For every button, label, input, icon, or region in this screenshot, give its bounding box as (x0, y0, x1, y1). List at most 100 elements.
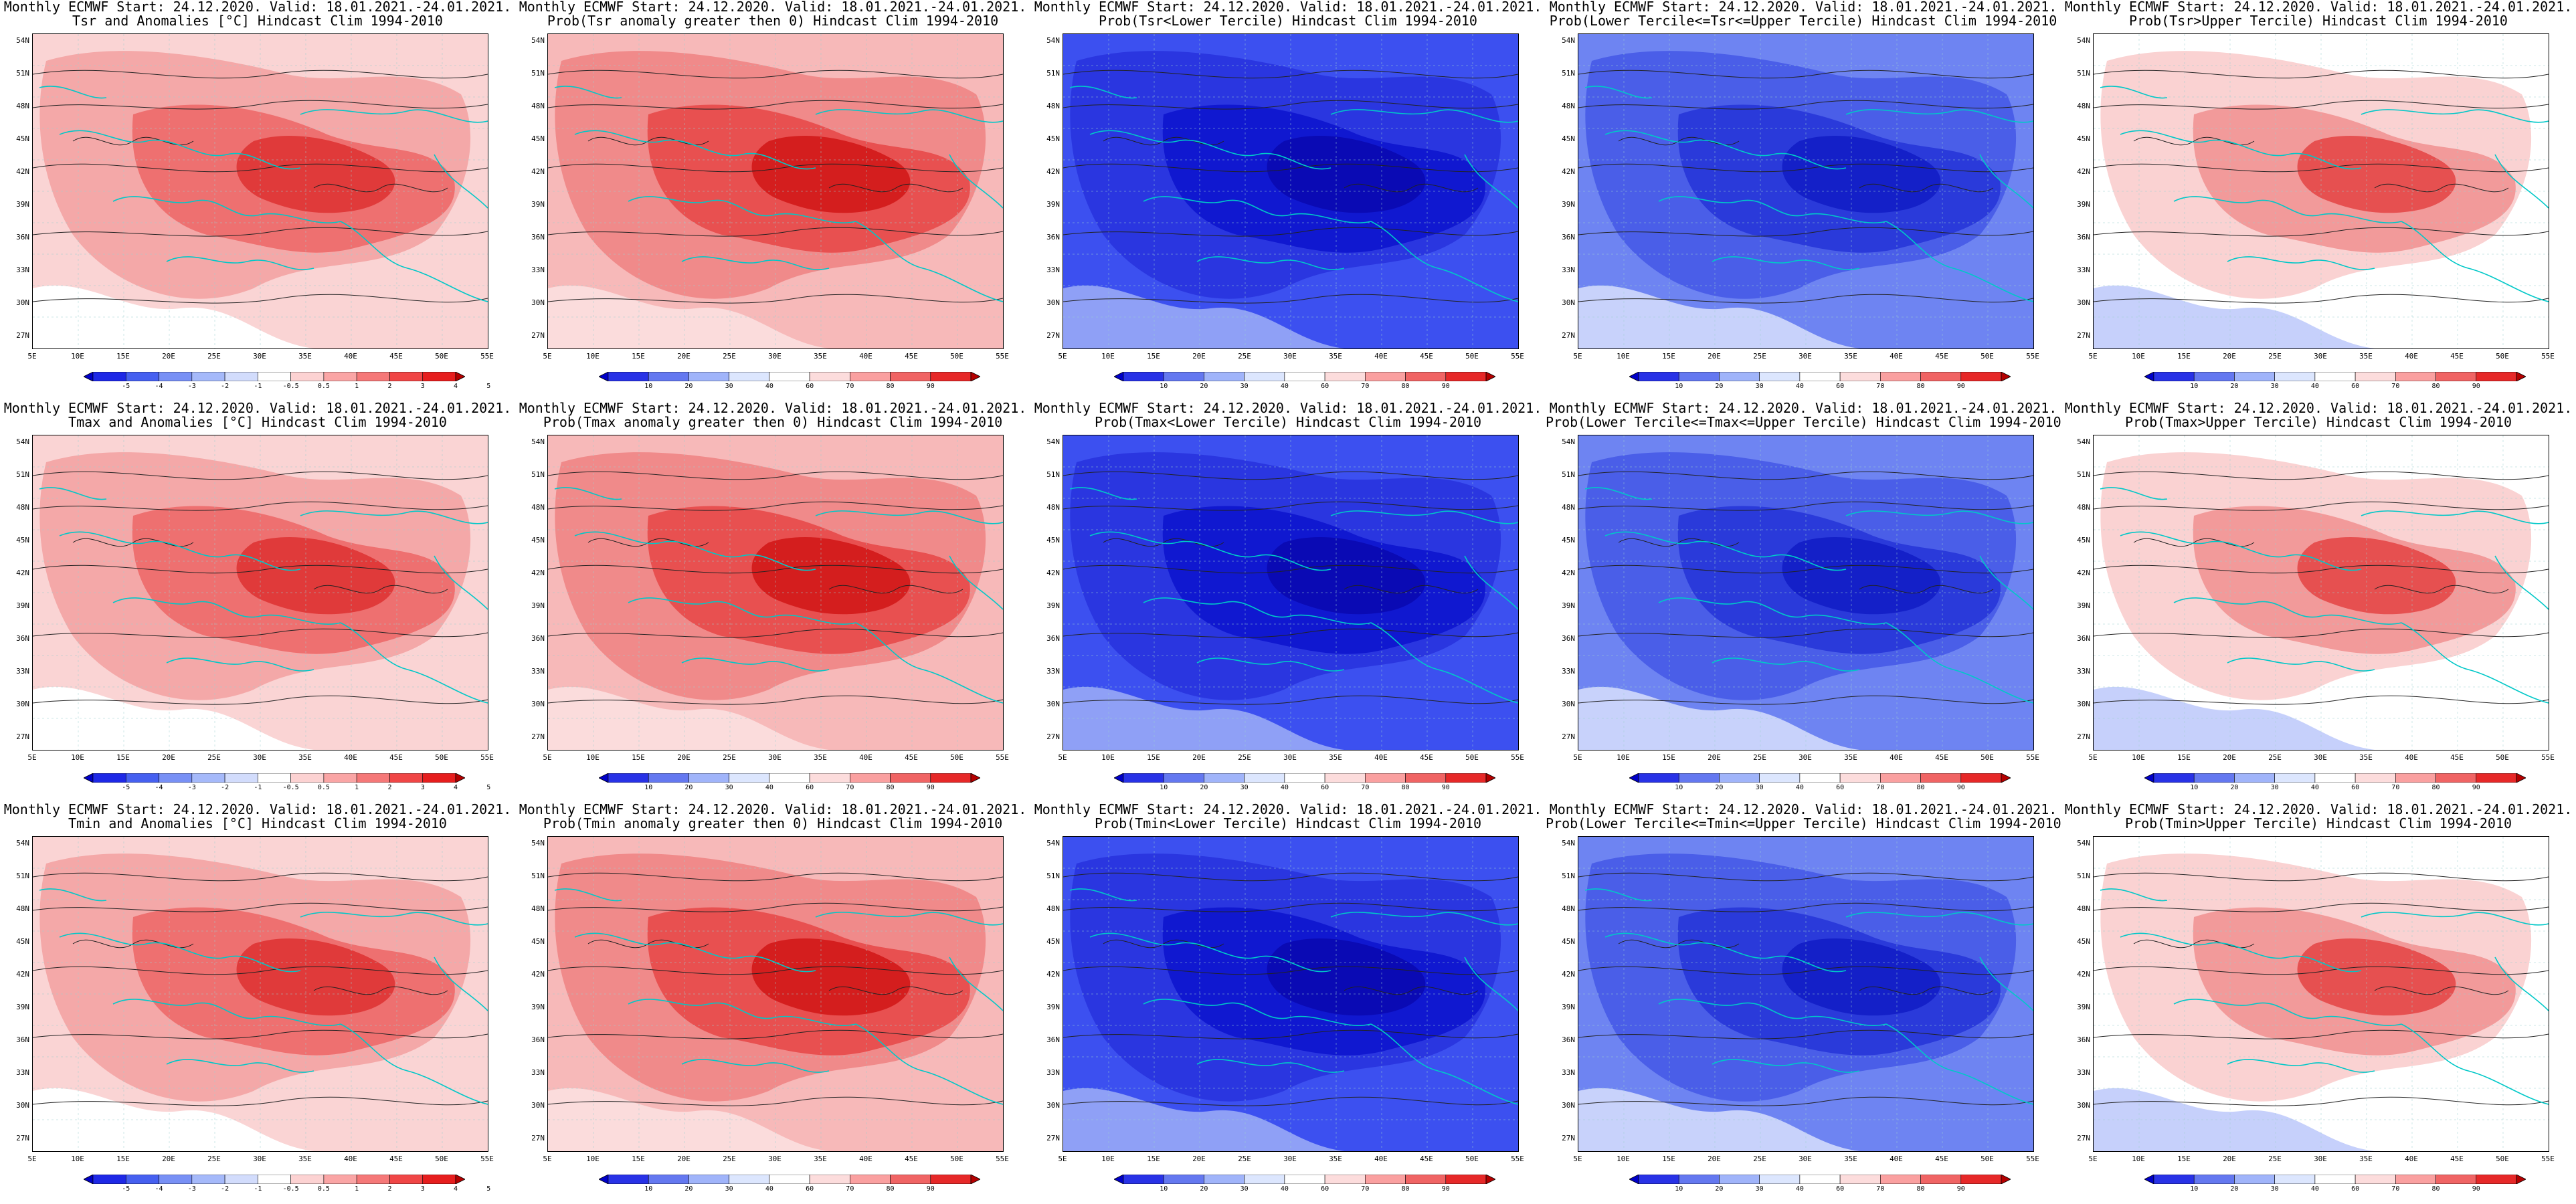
colorbar-tick-label: 10 (1675, 784, 1683, 791)
lon-tick-label: 5E (2088, 1155, 2098, 1163)
coastline (949, 154, 1003, 209)
colorbar-swatch (389, 372, 424, 381)
coastline (1845, 510, 2033, 524)
isotherm-contour (1578, 227, 2033, 237)
lon-tick-label: 35E (298, 753, 312, 762)
colorbar-swatch (323, 1175, 357, 1184)
panel-tmin-5: Monthly ECMWF Start: 24.12.2020. Valid: … (2061, 803, 2576, 1204)
coastline (949, 957, 1003, 1011)
coastline (855, 221, 1003, 302)
colorbar-swatch (850, 372, 891, 381)
colorbar-swatch (1324, 372, 1366, 381)
isotherm-contour (2374, 986, 2509, 995)
coastline (166, 256, 314, 270)
colorbar-extend-low (1114, 773, 1124, 783)
map-plot (1578, 435, 2034, 750)
lat-tick-label: 36N (2077, 634, 2090, 643)
isotherm-contour (1063, 902, 1518, 912)
isotherm-contour (548, 1029, 1003, 1039)
panel-tmax-5: Monthly ECMWF Start: 24.12.2020. Valid: … (2061, 401, 2576, 803)
isotherm-contour (2374, 585, 2509, 594)
lat-tick-label: 45N (531, 134, 545, 143)
lon-tick-label: 50E (1465, 352, 1479, 361)
map-plot (1578, 836, 2034, 1152)
field-peak (751, 135, 911, 213)
colorbar-swatch (688, 773, 729, 783)
lat-tick-label: 45N (16, 134, 29, 143)
lon-tick-label: 30E (768, 1155, 781, 1163)
lat-tick-label: 36N (1562, 634, 1575, 643)
colorbar-swatch (422, 1175, 456, 1184)
lat-tick-label: 48N (2077, 102, 2090, 110)
coastline (815, 912, 1003, 926)
colorbar-extend-high (970, 372, 980, 381)
colorbar-swatch (191, 1175, 225, 1184)
isotherm-contour (1578, 872, 2033, 882)
lon-tick-label: 10E (586, 753, 600, 762)
lon-tick-label: 40E (2405, 352, 2418, 361)
colorbar-tick-label: 40 (2310, 383, 2319, 390)
coastline (2361, 510, 2549, 524)
panel-title: Monthly ECMWF Start: 24.12.2020. Valid: … (0, 401, 515, 429)
colorbar-tick-label: 0.5 (317, 784, 330, 791)
colorbar-swatch (769, 773, 810, 783)
lon-tick-label: 40E (1890, 753, 1903, 762)
isotherm-contour (2094, 70, 2549, 79)
colorbar-swatch (890, 1175, 931, 1184)
lon-tick-label: 20E (1192, 753, 1206, 762)
coastline (1604, 531, 1847, 571)
colorbar-tick-label: 10 (2190, 383, 2199, 390)
coastline (815, 510, 1003, 524)
colorbar-tick-label: 10 (644, 383, 653, 390)
coastline (1712, 658, 1860, 672)
coastline (340, 1023, 488, 1105)
coastline (1979, 154, 2033, 209)
lat-tick-label: 42N (2077, 970, 2090, 979)
lat-tick-label: 42N (1046, 167, 1060, 176)
colorbar-tick-label: 90 (2472, 1185, 2480, 1193)
colorbar-swatch (1920, 1175, 1962, 1184)
lat-tick-label: 45N (2077, 134, 2090, 143)
colorbar-tick-label: 1 (355, 784, 359, 791)
coastline (574, 932, 816, 973)
colorbar-tick-label: 0.5 (317, 1185, 330, 1193)
isotherm-contour (548, 966, 1003, 975)
lat-tick-label: 33N (1046, 266, 1060, 274)
colorbar-swatch (688, 1175, 729, 1184)
isotherm-contour (2094, 501, 2549, 511)
colorbar-tick-label: 80 (886, 784, 895, 791)
panel-tmax-4: Monthly ECMWF Start: 24.12.2020. Valid: … (1546, 401, 2061, 803)
coastline (2173, 999, 2402, 1026)
colorbar-extend-high (2516, 372, 2526, 381)
colorbar-swatch (1163, 1175, 1204, 1184)
panel-title-line1: Monthly ECMWF Start: 24.12.2020. Valid: … (1549, 0, 2057, 15)
colorbar (1629, 372, 2011, 381)
coastline (300, 109, 488, 123)
colorbar-tick-label: 80 (1916, 383, 1925, 390)
colorbar-tick-label: 80 (2431, 383, 2440, 390)
lon-tick-label: 40E (1374, 1155, 1388, 1163)
colorbar-tick-label: 90 (1956, 784, 1965, 791)
colorbar-tick-label: 60 (806, 1185, 814, 1193)
colorbar-swatch (1445, 773, 1487, 783)
map-plot (547, 836, 1004, 1152)
colorbar-swatch (2274, 773, 2316, 783)
lon-tick-label: 50E (2496, 753, 2509, 762)
isotherm-contour (2133, 136, 2255, 146)
isotherm-contour (1103, 136, 1224, 146)
isotherm-contour (1578, 1029, 2033, 1039)
coastline (554, 487, 622, 500)
coastline (1143, 597, 1372, 625)
lon-tick-label: 25E (1753, 753, 1766, 762)
lon-tick-label: 20E (2223, 352, 2236, 361)
isotherm-contour (2094, 902, 2549, 912)
lon-tick-label: 20E (1708, 352, 1721, 361)
coastline (949, 555, 1003, 610)
colorbar-swatch (356, 1175, 390, 1184)
coastline (1196, 1059, 1345, 1073)
lat-tick-label: 27N (531, 732, 545, 741)
panel-tmin-2: Monthly ECMWF Start: 24.12.2020. Valid: … (515, 803, 1030, 1204)
colorbar-swatch (1638, 1175, 1679, 1184)
colorbar (1114, 372, 1495, 381)
isotherm-contour (2374, 183, 2509, 193)
